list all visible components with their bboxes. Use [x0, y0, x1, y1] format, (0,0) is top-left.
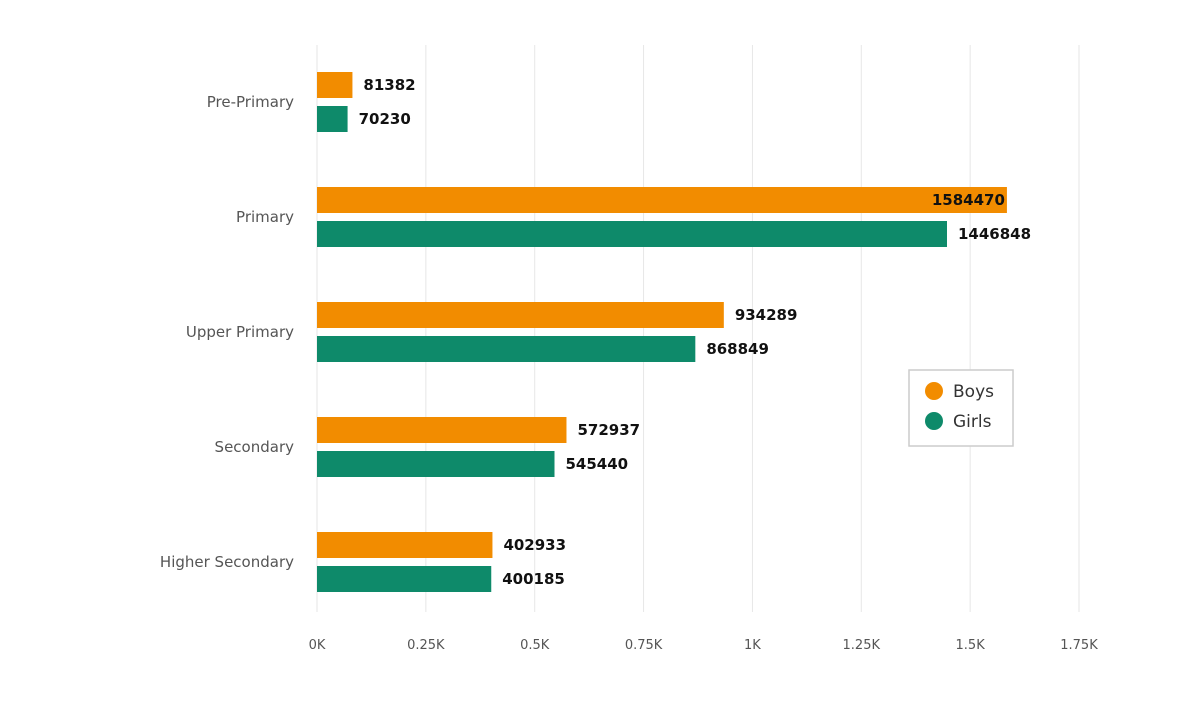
x-tick-label: 0K	[309, 638, 326, 653]
legend-girls-label: Girls	[953, 412, 992, 432]
bars-layer	[317, 72, 1007, 592]
bar-boys	[317, 532, 493, 558]
labels-layer: 81382 1584470 934289 572937 402933 70230 14468…	[359, 76, 1031, 588]
bar-girls	[317, 106, 348, 132]
data-label: 402933	[503, 536, 566, 554]
bar-girls	[317, 566, 492, 592]
data-label: 1446848	[958, 225, 1031, 243]
legend-box	[908, 369, 1014, 447]
data-label: 81382	[363, 76, 415, 94]
grid-layer	[316, 45, 1080, 612]
axis-layer: 0K 0.25K 0.5K 0.75K 1K 1.25K 1.5K 1.75K Pre-Prim…	[160, 93, 1098, 653]
x-tick-label: 1K	[744, 638, 761, 653]
category-label: Upper Primary	[186, 323, 294, 341]
bar-boys	[317, 302, 724, 328]
data-label: 868849	[706, 340, 769, 358]
x-tick-label: 0.25K	[407, 638, 445, 653]
legend-girls-marker	[925, 412, 943, 430]
bar-girls	[317, 451, 555, 477]
bar-boys	[317, 417, 567, 443]
x-tick-label: 1.5K	[956, 638, 986, 653]
bar-boys	[317, 72, 353, 98]
category-label: Primary	[236, 208, 294, 226]
category-label: Secondary	[215, 438, 295, 456]
bar-girls	[317, 221, 947, 247]
data-label: 572937	[577, 421, 640, 439]
data-label: 1584470	[932, 191, 1005, 209]
x-tick-label: 1.25K	[843, 638, 881, 653]
x-tick-label: 0.5K	[520, 638, 550, 653]
data-label: 545440	[566, 455, 629, 473]
legend-boys-label: Boys	[953, 382, 994, 402]
data-label: 400185	[502, 570, 565, 588]
data-label: 70230	[359, 110, 411, 128]
bar-boys	[317, 187, 1007, 213]
legend-boys-marker	[925, 382, 943, 400]
x-tick-label: 0.75K	[625, 638, 663, 653]
bar-girls	[317, 336, 696, 362]
category-label: Pre-Primary	[207, 93, 294, 111]
category-label: Higher Secondary	[160, 553, 294, 571]
data-label: 934289	[735, 306, 798, 324]
x-tick-label: 1.75K	[1060, 638, 1098, 653]
legend: Boys Girls	[908, 369, 1014, 447]
